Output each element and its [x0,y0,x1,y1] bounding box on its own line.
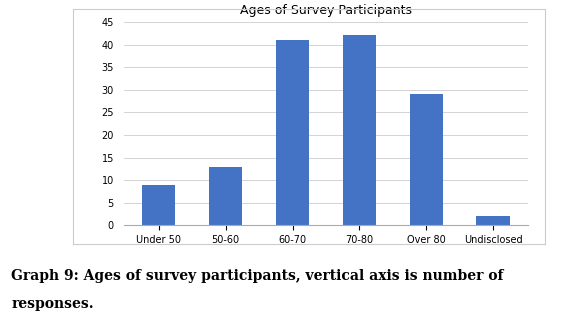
Bar [477,216,510,225]
Bar [209,167,242,225]
Bar [343,35,376,225]
Title: Ages of Survey Participants: Ages of Survey Participants [240,3,412,17]
Bar [142,185,175,225]
Bar [410,94,443,225]
Bar [276,40,309,225]
Text: responses.: responses. [11,297,94,311]
Text: Graph 9: Ages of survey participants, vertical axis is number of: Graph 9: Ages of survey participants, ve… [11,269,504,283]
